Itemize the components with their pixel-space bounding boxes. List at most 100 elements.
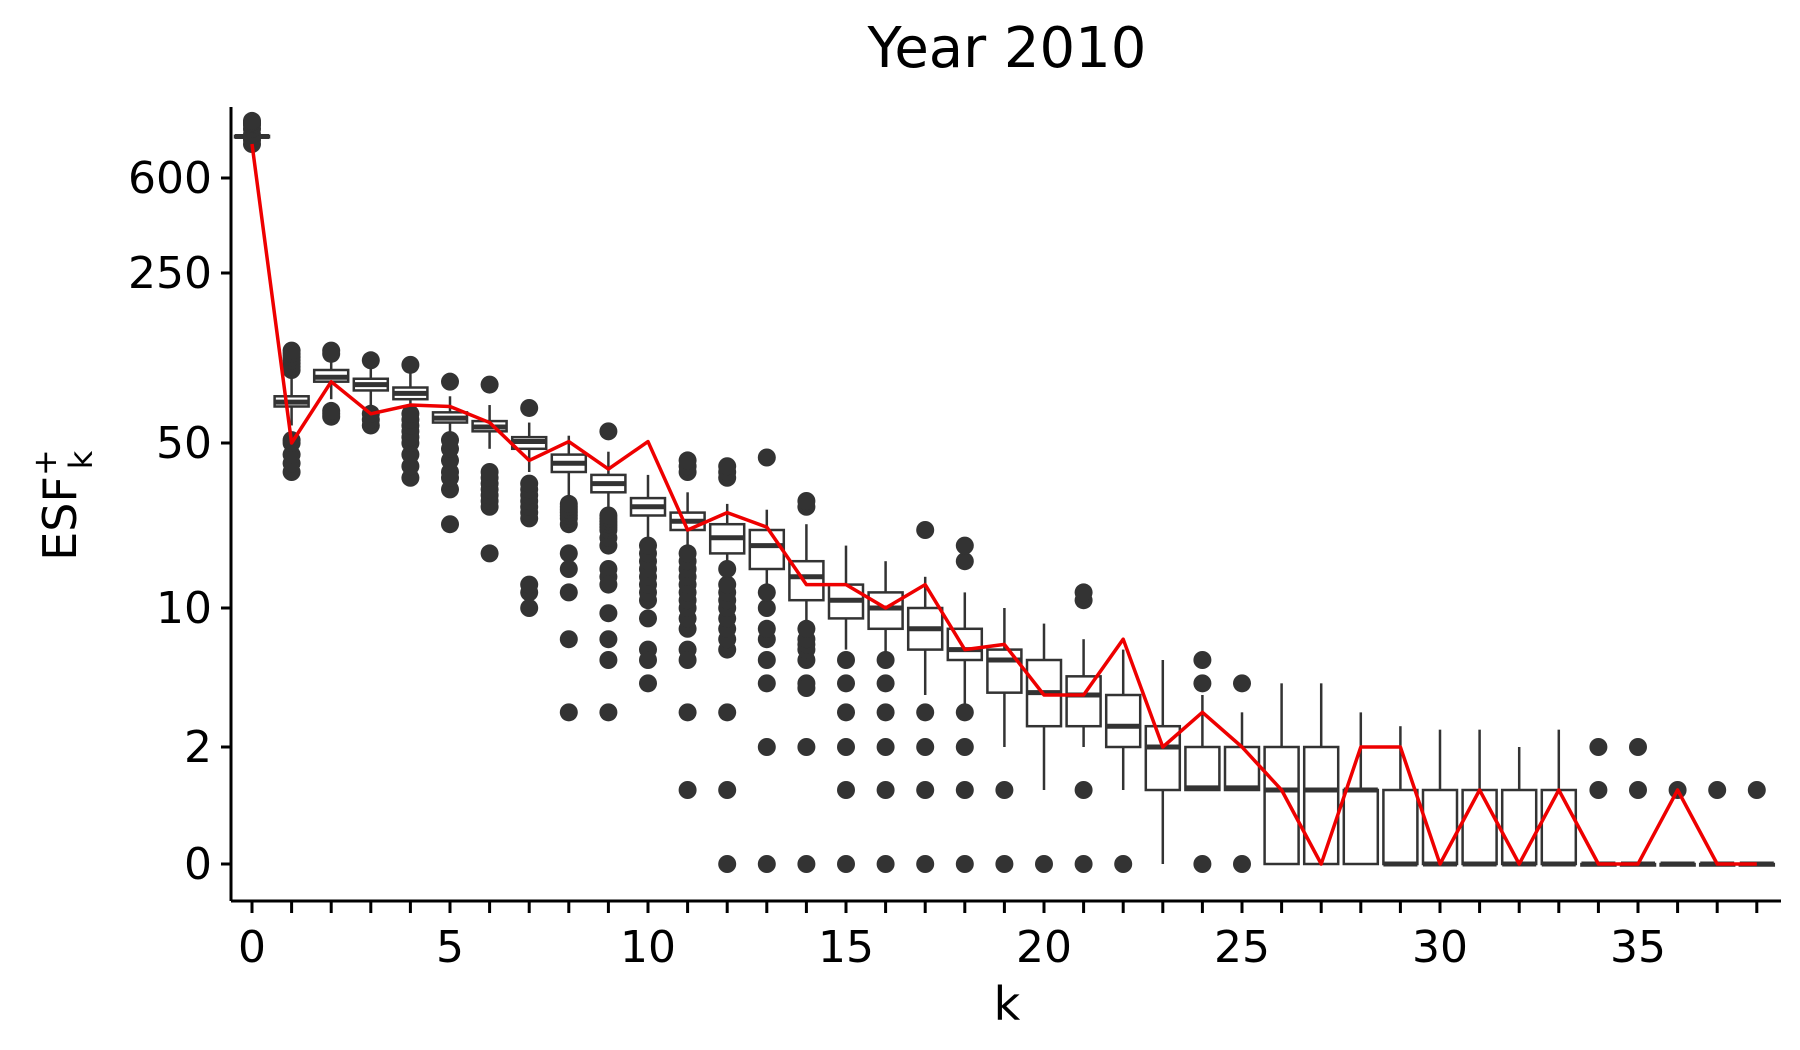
outlier-point [757, 583, 776, 602]
outlier-point [1233, 855, 1251, 873]
outlier-point [718, 457, 737, 476]
outlier-point [480, 375, 499, 394]
outlier-point [1629, 738, 1647, 756]
outlier-point [876, 855, 895, 873]
outlier-point [1074, 583, 1093, 602]
outlier-point [1193, 855, 1212, 873]
box-body [1302, 745, 1340, 866]
outlier-point [599, 651, 618, 669]
outlier-point [441, 431, 459, 450]
outlier-point [678, 651, 697, 669]
outlier-point [876, 781, 895, 799]
outlier-point [1114, 855, 1133, 873]
outlier-point [559, 703, 578, 722]
outlier-point [1035, 855, 1053, 873]
outlier-point [678, 781, 697, 799]
svg-text:ESF+k: ESF+k [26, 449, 100, 561]
box-body [986, 648, 1023, 694]
outlier-point [639, 651, 657, 669]
outlier-point [955, 536, 974, 555]
x-tick-label: 35 [1610, 922, 1666, 973]
outlier-point [797, 619, 816, 638]
outlier-point [559, 494, 578, 513]
box-body [1223, 745, 1261, 792]
outlier-point [876, 703, 895, 722]
outlier-point [520, 398, 539, 417]
outlier-point [916, 738, 935, 756]
outlier-point [916, 781, 935, 799]
outlier-point [678, 544, 697, 563]
outlier-point [757, 651, 776, 669]
outlier-point [797, 738, 816, 756]
x-tick-label: 30 [1412, 922, 1468, 973]
box-body [748, 528, 786, 571]
outlier-point [955, 738, 974, 756]
outlier-point [639, 609, 657, 628]
observed-series-line [250, 143, 1757, 866]
outlier-point [322, 401, 341, 420]
outlier-point [1589, 781, 1608, 799]
outlier-point [955, 855, 974, 873]
y-tick-label: 250 [128, 248, 212, 299]
outlier-point [757, 619, 776, 638]
outlier-point [797, 855, 816, 873]
outlier-point [1193, 674, 1212, 693]
outlier-point [718, 855, 737, 873]
x-tick-label: 5 [436, 922, 464, 973]
x-tick-label: 15 [818, 922, 874, 973]
outlier-point [837, 703, 855, 722]
x-tick-label: 10 [620, 922, 676, 973]
outlier-point [837, 781, 855, 799]
outlier-point [401, 404, 420, 423]
outlier-point [718, 703, 737, 722]
outlier-point [599, 703, 618, 722]
outlier-point [559, 583, 578, 602]
outlier-point [718, 560, 737, 578]
box-body [867, 591, 904, 631]
outlier-point [757, 738, 776, 756]
outlier-point [876, 651, 895, 669]
outlier-point [1629, 781, 1647, 799]
outlier-point [757, 599, 776, 617]
outlier-point [1074, 781, 1093, 799]
outlier-point [480, 463, 499, 481]
outlier-point [876, 738, 895, 756]
y-label-base: ESF [33, 476, 87, 561]
outlier-point [1193, 651, 1212, 669]
plot-area [233, 111, 1776, 873]
outlier-point [955, 781, 974, 799]
y-axis-ticks: 0 2 10 50 250 600 [128, 153, 231, 890]
outlier-point [322, 341, 341, 360]
outlier-point [559, 544, 578, 563]
outlier-point [718, 575, 737, 594]
x-tick-label: 20 [1016, 922, 1072, 973]
outlier-point [520, 575, 539, 594]
outlier-point [599, 604, 618, 623]
outlier-point [520, 599, 539, 617]
outlier-point [995, 781, 1014, 799]
x-tick-label: 0 [238, 922, 266, 973]
outlier-point [559, 630, 578, 649]
outlier-point [441, 515, 459, 534]
outlier-point [916, 855, 935, 873]
outlier-point [401, 355, 420, 374]
outlier-point [837, 674, 855, 693]
box-body [1263, 745, 1300, 866]
outlier-point [757, 448, 776, 467]
outlier-point [282, 341, 301, 360]
outlier-point [876, 674, 895, 693]
outlier-point [916, 521, 935, 539]
outlier-point [718, 781, 737, 799]
outlier-point [1708, 781, 1727, 799]
outlier-point [1233, 674, 1251, 693]
outlier-point [837, 651, 855, 669]
y-tick-label: 2 [184, 722, 212, 773]
outlier-point [757, 674, 776, 693]
box-body [946, 627, 984, 662]
outlier-point [243, 111, 261, 130]
outlier-point [1074, 855, 1093, 873]
outlier-point [480, 544, 499, 563]
chart-title: Year 2010 [867, 16, 1147, 81]
outlier-point [639, 674, 657, 693]
outlier-point [955, 703, 974, 722]
